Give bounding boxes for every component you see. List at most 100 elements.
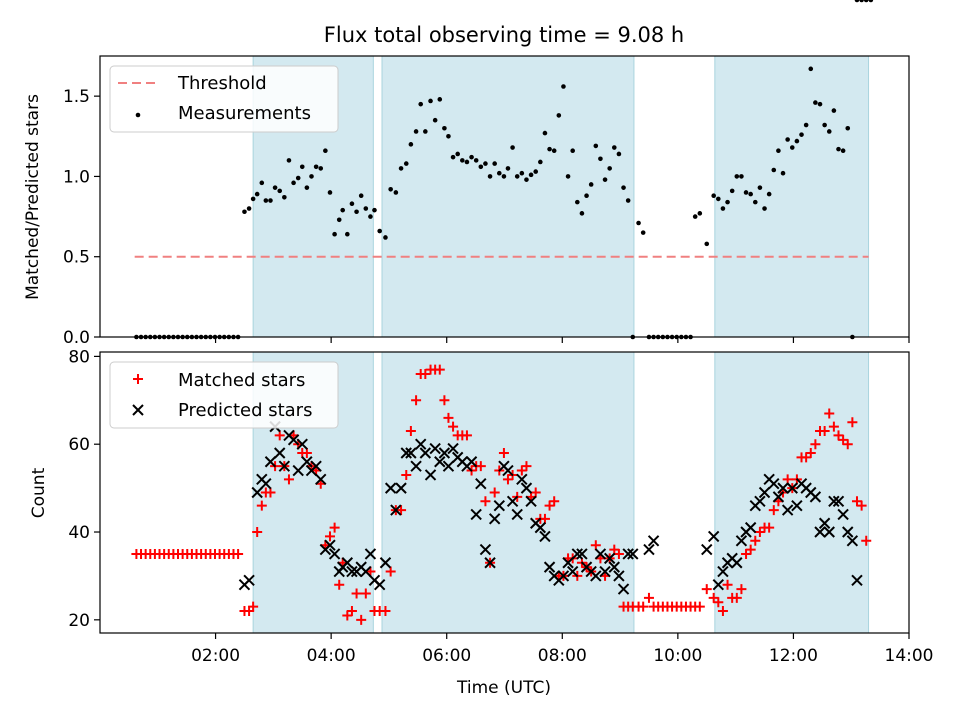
measurement-point — [757, 185, 763, 190]
measurement-point — [602, 177, 608, 182]
matched-star-point — [701, 584, 712, 595]
measurement-point — [501, 174, 507, 179]
measurement-point — [286, 158, 292, 163]
matched-star-point — [838, 434, 849, 445]
predicted-star-point — [328, 548, 341, 560]
measurement-point — [514, 174, 520, 179]
predicted-star-point — [488, 513, 501, 525]
measurement-point — [859, 0, 864, 3]
matched-star-point — [805, 447, 816, 458]
measurement-point — [519, 170, 525, 176]
predicted-star-point — [557, 570, 570, 582]
predicted-star-point — [243, 574, 255, 587]
predicted-star-point — [479, 543, 492, 556]
predicted-star-point — [758, 486, 771, 499]
measurement-point — [593, 143, 599, 149]
measurement-point — [413, 129, 419, 134]
predicted-star-point — [768, 478, 780, 490]
predicted-star-point — [791, 499, 803, 512]
predicted-star-point — [415, 438, 427, 450]
matched-star-point — [833, 430, 844, 441]
predicted-star-point — [735, 535, 748, 547]
measurement-point — [403, 161, 409, 166]
measurement-point — [363, 206, 369, 211]
predicted-star-point — [603, 552, 616, 565]
measurement-point — [254, 191, 260, 197]
measurement-point — [840, 148, 846, 154]
measurement-point — [327, 190, 333, 195]
matched-star-point — [856, 500, 867, 511]
matched-star-points — [131, 365, 872, 625]
measurement-point — [822, 122, 827, 128]
predicted-star-point — [809, 491, 822, 503]
y-tick-label: 0.0 — [63, 328, 90, 348]
measurement-point — [542, 130, 548, 136]
measurement-point — [743, 190, 749, 195]
observation-windows-top — [252, 55, 870, 338]
y-tick-label: 40 — [68, 523, 90, 543]
measurement-point — [789, 145, 795, 150]
matched-star-point — [819, 426, 830, 437]
measurement-point — [295, 175, 301, 181]
measurement-point — [323, 148, 328, 154]
predicted-star-point — [707, 530, 720, 543]
matched-star-point — [516, 465, 527, 476]
matched-star-point — [356, 614, 367, 625]
predicted-star-point — [842, 526, 854, 538]
x-tick-label: 10:00 — [653, 646, 702, 666]
matched-star-point — [334, 579, 345, 590]
measurement-point — [799, 132, 804, 137]
matched-star-point — [750, 535, 761, 546]
predicted-star-point — [828, 495, 840, 507]
predicted-star-point — [534, 521, 547, 534]
predicted-star-point — [617, 583, 630, 595]
predicted-star-point — [543, 561, 556, 573]
matched-star-point — [842, 439, 853, 450]
measurement-point — [505, 166, 511, 171]
measurement-point — [716, 196, 721, 202]
matched-star-point — [861, 535, 872, 546]
measurement-point — [250, 196, 256, 202]
measurement-point — [340, 207, 346, 213]
x-axis-label: Time (UTC) — [456, 678, 551, 698]
measurement-point — [304, 185, 310, 190]
predicted-star-point — [772, 491, 785, 503]
x-tick-label: 12:00 — [769, 646, 818, 666]
matched-star-point — [643, 592, 654, 603]
predicted-star-point — [379, 557, 392, 569]
matched-star-point — [405, 426, 416, 437]
matched-star-point — [754, 527, 765, 538]
predicted-star-point — [502, 464, 514, 477]
measurement-point — [808, 66, 814, 72]
measurement-point — [318, 166, 324, 171]
measurement-point — [423, 129, 428, 134]
predicted-star-point — [384, 482, 397, 494]
measurement-point — [752, 199, 758, 205]
measurement-points — [134, 0, 874, 340]
predicted-star-point — [395, 482, 407, 494]
measurement-point — [836, 146, 841, 152]
measurement-point — [313, 164, 319, 170]
matched-star-point — [385, 566, 396, 577]
measurement-point — [464, 159, 470, 165]
measurement-point — [640, 230, 646, 235]
predicted-star-point — [360, 565, 372, 578]
ratio-x-ticks — [214, 337, 910, 343]
measurement-point — [570, 148, 575, 154]
measurement-point — [483, 161, 488, 166]
predicted-star-point — [627, 548, 639, 560]
predicted-star-point — [846, 535, 859, 547]
matched-star-point — [411, 395, 422, 406]
observation-windows-bottom — [252, 351, 870, 634]
measurement-point — [739, 174, 744, 179]
predicted-star-point — [442, 460, 455, 472]
predicted-star-point — [594, 548, 607, 560]
measurement-point — [354, 209, 359, 215]
x-tick-label: 08:00 — [538, 646, 587, 666]
predicted-star-point — [506, 495, 519, 507]
ratio-panel: 0.0 0.5 1.0 1.5 Matched/Predicted stars Thr… — [23, 0, 910, 348]
measurement-point — [771, 167, 777, 173]
matched-star-point — [736, 584, 747, 595]
predicted-star-point — [296, 438, 308, 450]
